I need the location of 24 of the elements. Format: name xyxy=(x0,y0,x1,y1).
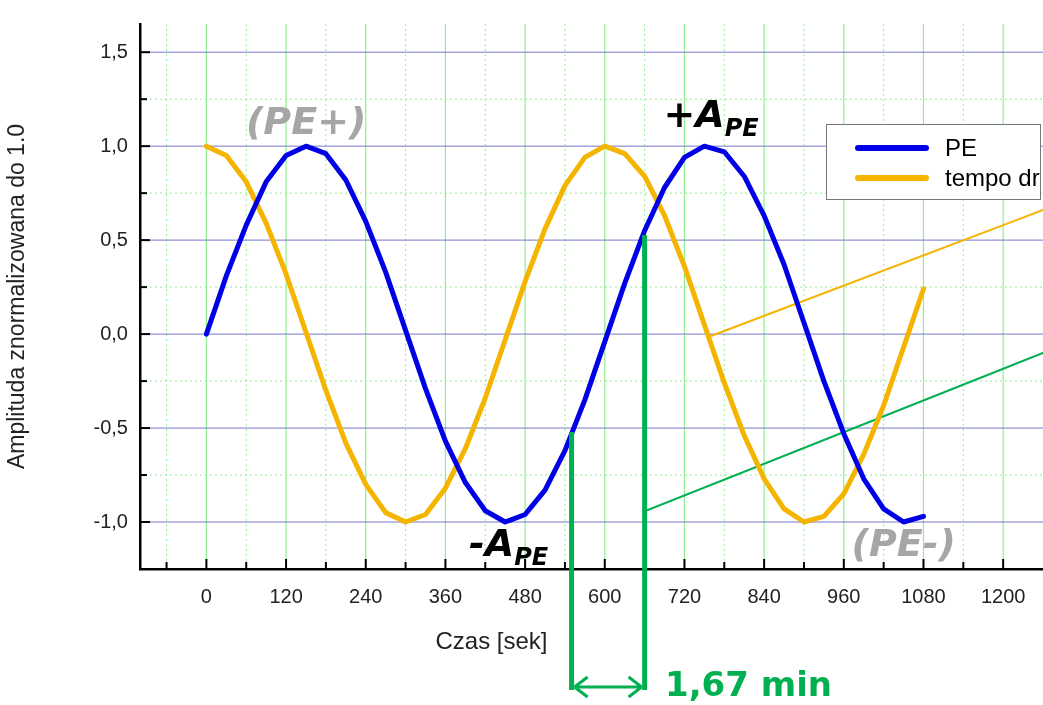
x-tick-label: 1200 xyxy=(980,584,1026,607)
x-tick-label: 360 xyxy=(428,584,463,607)
x-axis-title: Czas [sek] xyxy=(435,627,548,655)
y-axis-title: Amplituda znormalizowana do 1.0 xyxy=(3,123,30,470)
x-tick-label: 1080 xyxy=(901,584,946,607)
x-tick-label: 600 xyxy=(588,584,622,607)
x-tick-label: 240 xyxy=(349,584,383,607)
x-tick-label: 120 xyxy=(269,584,303,607)
x-tick-label: 0 xyxy=(200,584,212,607)
x-tick-label: 480 xyxy=(508,584,542,607)
y-tick-label: -0,5 xyxy=(93,415,128,438)
text: 1,67 min xyxy=(665,664,833,704)
annotation: -A$_{PE}$ xyxy=(469,521,549,571)
y-tick-label: 1,5 xyxy=(100,39,128,62)
x-tick-label: 840 xyxy=(747,584,781,607)
legend-label: tempo dr xyxy=(945,164,1040,192)
y-tick-label: -1,0 xyxy=(93,509,128,532)
legend-label: PE xyxy=(945,134,978,162)
y-tick-label: 0,0 xyxy=(100,321,128,344)
x-tick-label: 960 xyxy=(827,584,861,607)
y-tick-label: 1,0 xyxy=(100,133,128,156)
annotation: +A$_{PE}$ xyxy=(663,92,759,142)
y-tick-label: 0,5 xyxy=(100,227,128,250)
x-tick-label: 720 xyxy=(667,584,702,607)
